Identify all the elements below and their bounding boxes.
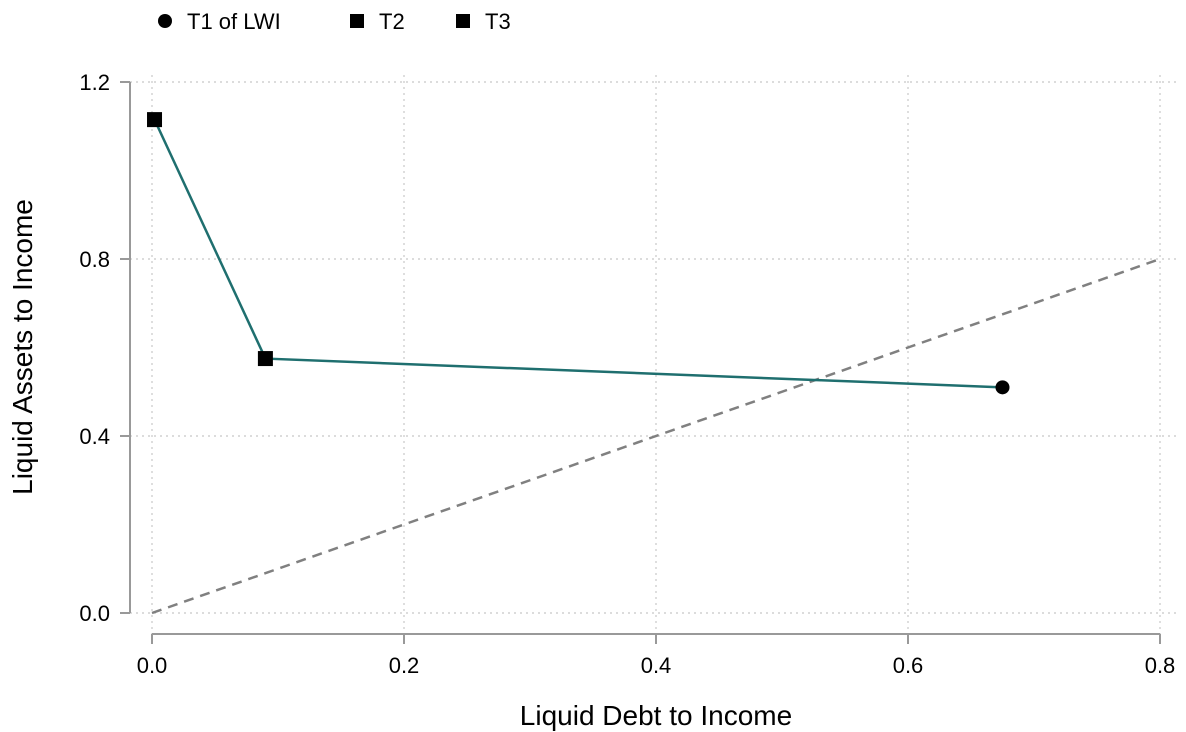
axes [129, 82, 1160, 635]
data-point-square [257, 351, 273, 367]
y-axis-title: Liquid Assets to Income [7, 199, 38, 495]
legend-marker-circle [158, 14, 172, 28]
legend-label: T2 [379, 9, 405, 34]
reference-line [151, 257, 1161, 615]
x-tick-label: 0.8 [1145, 653, 1176, 678]
legend: T1 of LWI T2 T3 [158, 9, 511, 34]
legend-label: T3 [485, 9, 511, 34]
series-line [153, 119, 1003, 389]
data-point-circle [995, 380, 1010, 395]
y-tick-label: 0.4 [79, 424, 110, 449]
y-tick-label: 0.0 [79, 601, 110, 626]
data-point-square [147, 112, 163, 128]
series [147, 112, 1010, 395]
x-tick-label: 0.2 [389, 653, 420, 678]
grid-lines [130, 75, 1180, 634]
reference-diagonal-line [151, 257, 1161, 615]
legend-marker-square [350, 14, 364, 28]
y-tick-label: 0.8 [79, 247, 110, 272]
x-tick-label: 0.6 [893, 653, 924, 678]
y-tick-label: 1.2 [79, 70, 110, 95]
legend-label: T1 of LWI [187, 9, 281, 34]
x-axis-title: Liquid Debt to Income [520, 700, 792, 731]
x-tick-label: 0.0 [137, 653, 168, 678]
ticks: 0.0 0.4 0.8 1.2 0.0 0.2 0.4 0.6 0.8 [79, 70, 1175, 678]
legend-marker-square [456, 14, 470, 28]
x-tick-label: 0.4 [641, 653, 672, 678]
